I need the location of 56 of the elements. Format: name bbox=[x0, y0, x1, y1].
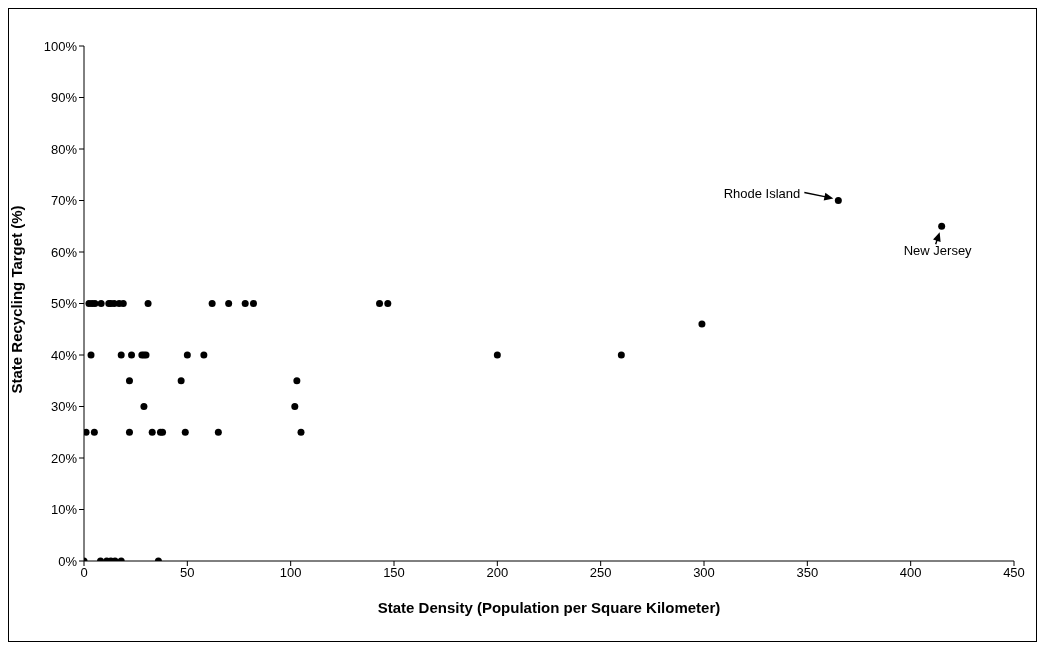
point bbox=[938, 222, 946, 230]
point bbox=[140, 403, 148, 410]
point bbox=[148, 428, 156, 436]
point bbox=[125, 428, 133, 436]
x-tick-label: 50 bbox=[180, 565, 195, 581]
y-tick-label: 70% bbox=[50, 193, 78, 209]
y-tick-label: 90% bbox=[50, 90, 78, 106]
point bbox=[117, 351, 125, 359]
point bbox=[87, 351, 95, 359]
x-tick-label: 0 bbox=[80, 565, 88, 581]
point bbox=[208, 300, 216, 307]
x-tick-label: 150 bbox=[383, 565, 405, 581]
point bbox=[698, 320, 706, 328]
point bbox=[225, 300, 233, 307]
point bbox=[181, 428, 189, 436]
point bbox=[493, 351, 501, 359]
point bbox=[293, 377, 301, 385]
point bbox=[97, 300, 105, 307]
y-tick-label: 0% bbox=[58, 553, 78, 569]
y-tick-label: 60% bbox=[50, 244, 78, 260]
y-tick-label: 40% bbox=[50, 347, 78, 363]
x-tick-label: 450 bbox=[1003, 565, 1025, 581]
y-tick-label: 30% bbox=[50, 399, 78, 415]
y-tick-label: 50% bbox=[50, 296, 78, 312]
y-tick-label: 80% bbox=[50, 141, 78, 157]
point bbox=[214, 428, 222, 436]
point bbox=[125, 377, 133, 385]
point bbox=[241, 300, 249, 307]
x-tick-label: 350 bbox=[796, 565, 819, 581]
annotation: Rhode Island bbox=[723, 185, 801, 201]
point bbox=[291, 403, 299, 410]
x-axis-title: State Density (Population per Square Kilometer) bbox=[377, 599, 721, 616]
point bbox=[834, 197, 842, 204]
point bbox=[384, 300, 392, 307]
point bbox=[177, 377, 185, 385]
point bbox=[128, 351, 136, 359]
point bbox=[84, 428, 90, 436]
point bbox=[183, 351, 191, 359]
annotation: New Jersey bbox=[903, 242, 973, 258]
x-tick-label: 400 bbox=[899, 565, 922, 581]
point bbox=[249, 300, 257, 307]
y-axis-title: State Recycling Target (%) bbox=[8, 205, 26, 394]
point bbox=[119, 300, 127, 307]
point bbox=[376, 300, 384, 307]
x-tick-label: 250 bbox=[589, 565, 612, 581]
x-tick-label: 100 bbox=[279, 565, 302, 581]
y-tick-label: 100% bbox=[43, 38, 78, 54]
point bbox=[297, 428, 305, 436]
point bbox=[90, 428, 98, 436]
point bbox=[617, 351, 625, 359]
x-tick-label: 300 bbox=[693, 565, 715, 581]
point bbox=[200, 351, 208, 359]
point bbox=[144, 300, 152, 307]
x-tick-label: 200 bbox=[486, 565, 509, 581]
y-tick-label: 10% bbox=[50, 502, 78, 518]
y-tick-label: 20% bbox=[50, 450, 78, 466]
